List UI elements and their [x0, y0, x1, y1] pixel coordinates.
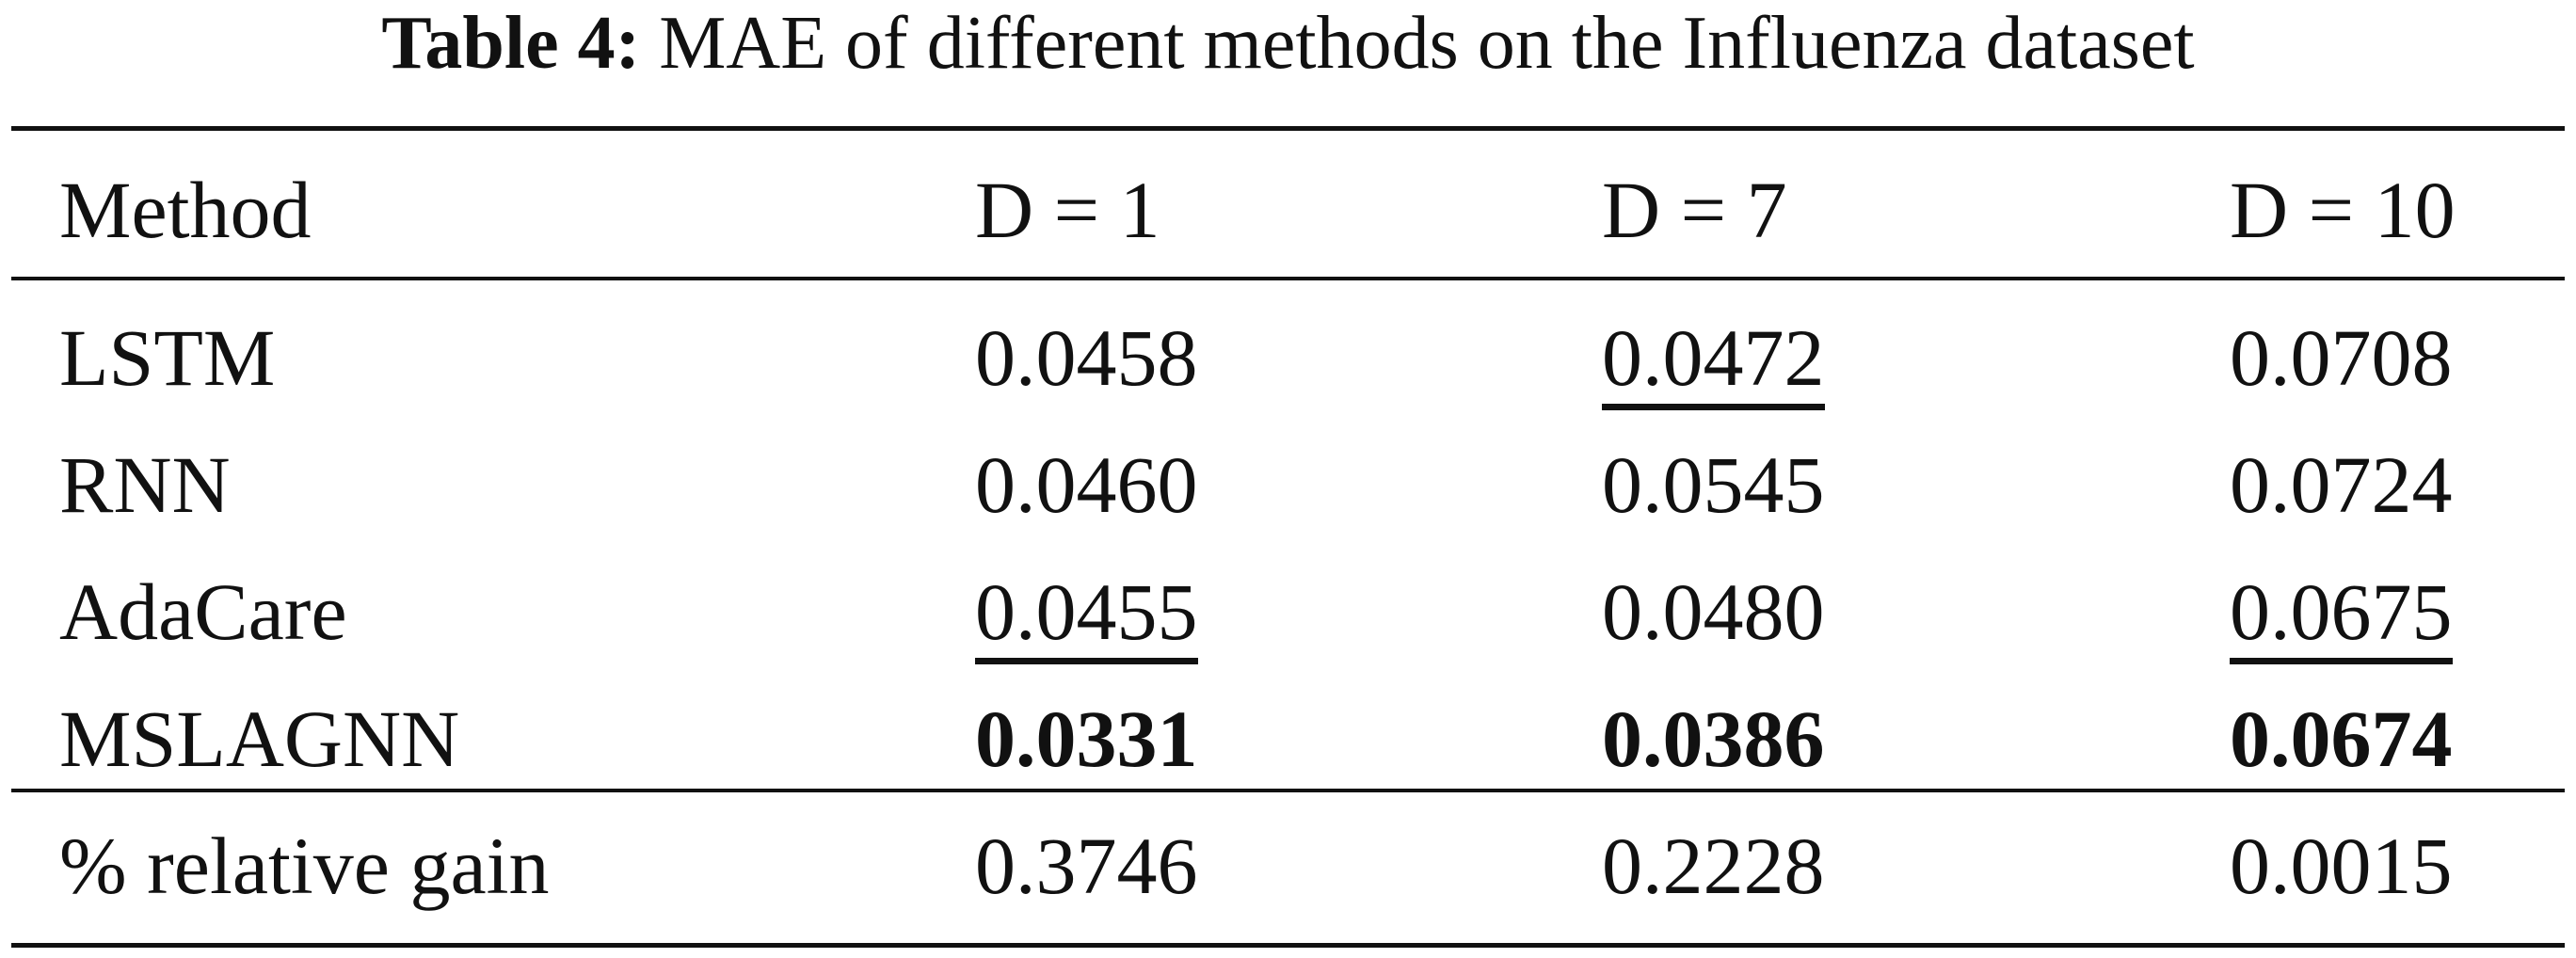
row-rnn-method: RNN: [59, 439, 231, 530]
row-mslagnn-d10: 0.0674: [2230, 694, 2453, 784]
row-lstm-d10: 0.0708: [2230, 312, 2453, 403]
row-mslagnn-d7: 0.0386: [1602, 694, 1825, 784]
second-best-value: 0.0472: [1602, 314, 1825, 410]
row-mslagnn-d1: 0.0331: [975, 694, 1198, 784]
second-best-value: 0.0455: [975, 568, 1198, 664]
row-adacare-d7: 0.0480: [1602, 567, 1825, 657]
caption-label: Table 4:: [381, 2, 641, 85]
gain-rule: [11, 789, 2565, 792]
table-caption: Table 4: MAE of different methods on the…: [0, 0, 2576, 87]
header-d1: D = 1: [975, 165, 1160, 255]
row-mslagnn-method: MSLAGNN: [59, 694, 460, 784]
row-adacare-method: AdaCare: [59, 567, 347, 657]
row-lstm-method: LSTM: [59, 312, 276, 403]
row-gain-method: % relative gain: [59, 821, 550, 911]
row-gain-d7: 0.2228: [1602, 821, 1825, 911]
row-adacare-d10: 0.0675: [2230, 565, 2453, 664]
row-gain-d1: 0.3746: [975, 821, 1198, 911]
row-lstm-d7: 0.0472: [1602, 311, 1825, 410]
row-rnn-d10: 0.0724: [2230, 439, 2453, 530]
bottom-rule: [11, 943, 2565, 948]
header-method: Method: [59, 165, 312, 255]
header-rule: [11, 277, 2565, 280]
header-d10: D = 10: [2230, 165, 2456, 255]
row-gain-d10: 0.0015: [2230, 821, 2453, 911]
caption-text: MAE of different methods on the Influenz…: [659, 2, 2195, 85]
top-rule: [11, 126, 2565, 131]
row-lstm-d1: 0.0458: [975, 312, 1198, 403]
row-rnn-d7: 0.0545: [1602, 439, 1825, 530]
row-rnn-d1: 0.0460: [975, 439, 1198, 530]
second-best-value: 0.0675: [2230, 568, 2453, 664]
row-adacare-d1: 0.0455: [975, 565, 1198, 664]
header-d7: D = 7: [1602, 165, 1787, 255]
